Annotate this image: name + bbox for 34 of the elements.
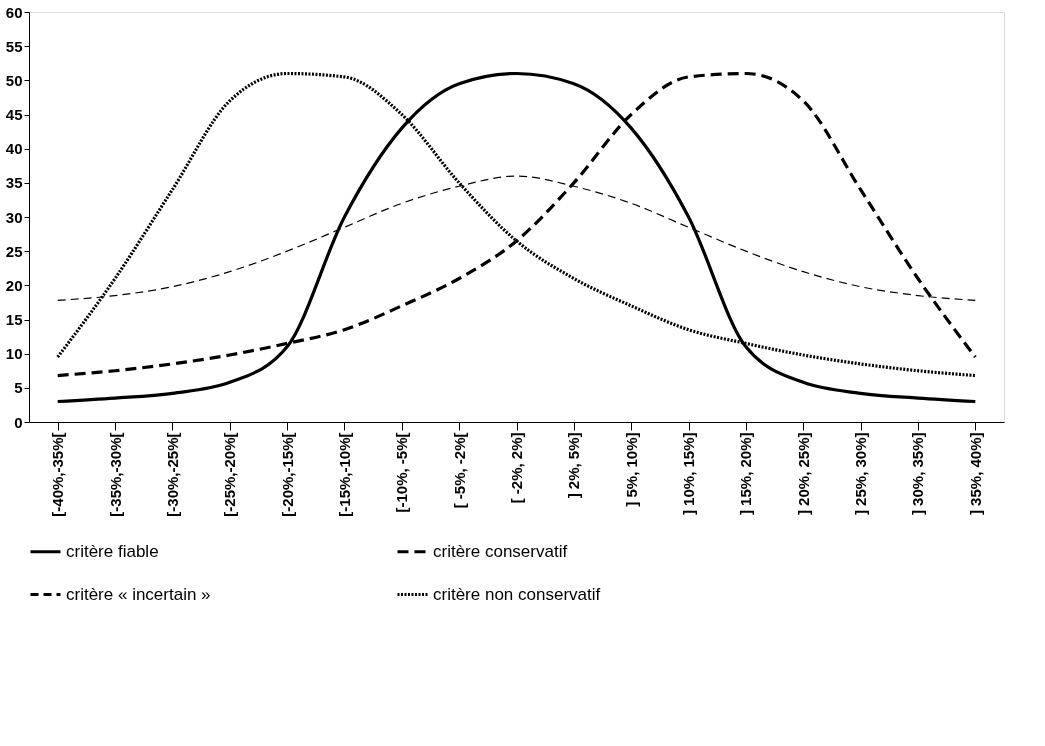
x-tick-label: ] 25%, 30%] <box>852 432 870 516</box>
x-tick-label: [-25%,-20%[ <box>221 432 239 517</box>
y-tick-label: 45 <box>5 106 23 123</box>
x-tick-label: [ -2%, 2%] <box>508 432 525 504</box>
legend-label: critère fiable <box>66 541 159 561</box>
y-tick-label: 5 <box>14 379 23 397</box>
y-tick-label: 30 <box>5 208 23 226</box>
y-tick-label: 40 <box>5 140 23 158</box>
y-tick-label: 20 <box>5 276 23 294</box>
x-tick-label: [-35%,-30%[ <box>106 432 124 517</box>
y-tick-label: 55 <box>5 37 23 55</box>
x-tick-label: ] 30%, 35%] <box>909 432 927 516</box>
y-tick-label: 60 <box>5 3 23 21</box>
y-tick-label: 25 <box>5 242 23 260</box>
x-tick-label: ] 20%, 25%] <box>794 432 812 516</box>
x-tick-label: ] 10%, 15%] <box>680 432 698 516</box>
legend-label: critère conservatif <box>433 541 568 561</box>
y-tick-label: 15 <box>5 311 23 328</box>
legend-label: critère « incertain » <box>66 584 211 604</box>
x-tick-label: [-15%,-10%[ <box>335 432 353 517</box>
y-tick-label: 50 <box>5 71 23 89</box>
x-tick-label: ] 5%, 10%] <box>622 432 640 507</box>
legend-label: critère non conservatif <box>433 584 601 604</box>
x-tick-label: ] 15%, 20%] <box>737 432 755 516</box>
x-tick-label: [-20%,-15%[ <box>278 432 296 517</box>
y-tick-label: 10 <box>5 345 23 363</box>
x-tick-label: [-10%, -5%[ <box>393 432 411 513</box>
x-tick-label: ] 35%, 40%] <box>966 432 984 516</box>
x-tick-label: ] 2%, 5%] <box>565 432 583 499</box>
x-tick-label: [-30%,-25%[ <box>163 432 181 517</box>
y-tick-label: 35 <box>5 174 23 192</box>
x-tick-label: [-40%,-35%[ <box>49 432 67 517</box>
x-tick-label: [ -5%, -2%[ <box>450 432 468 509</box>
y-tick-label: 0 <box>14 413 23 431</box>
